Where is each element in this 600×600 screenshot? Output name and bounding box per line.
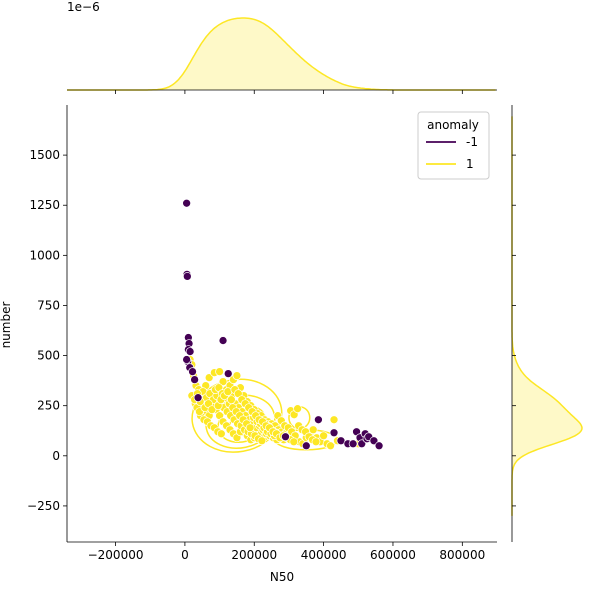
scatter-point [374, 441, 384, 451]
scatter-point [308, 425, 318, 435]
top-marginal-kde: 1e−6 [67, 0, 497, 94]
right-marginal-ticks [512, 154, 516, 507]
scatter-points [182, 198, 384, 451]
scatter-point [326, 441, 335, 451]
scatter-point [319, 431, 328, 441]
scatter-point [223, 369, 233, 378]
legend-frame [417, 111, 490, 180]
x-tick-label: 200000 [231, 548, 277, 562]
right-kde-line [511, 116, 583, 516]
y-tick-label: 250 [37, 399, 60, 413]
y-tick-label: 1000 [29, 248, 60, 262]
scatter-point [232, 371, 242, 380]
y-tick-label: 750 [37, 298, 60, 312]
legend: anomaly -1 1 [417, 111, 490, 180]
scatter-point [207, 405, 217, 415]
right-marginal-kde [511, 105, 583, 542]
scatter-point [182, 355, 191, 364]
scatter-point [329, 415, 339, 425]
scatter-point [204, 373, 214, 382]
x-tick-label: 800000 [439, 548, 485, 562]
x-axis-ticks: −200000 0 200000 400000 600000 800000 [88, 542, 485, 562]
scatter-point [311, 437, 321, 447]
top-marginal-scale-label: 1e−6 [67, 0, 100, 14]
right-kde-fill [512, 116, 582, 516]
scatter-point [185, 347, 195, 356]
scatter-point [293, 404, 302, 414]
x-tick-label: 400000 [301, 548, 347, 562]
legend-entry-label: 1 [466, 157, 474, 171]
x-tick-label: 0 [181, 548, 189, 562]
scatter-point [289, 437, 299, 447]
scatter-point [215, 367, 224, 376]
top-kde-fill [67, 18, 496, 90]
scatter-point [190, 375, 199, 384]
scatter-point [218, 377, 228, 386]
y-tick-label: −250 [27, 499, 60, 513]
scatter-point [357, 439, 367, 449]
y-tick-label: 500 [37, 349, 60, 363]
scatter-point [329, 428, 339, 438]
legend-entry-label: -1 [466, 135, 478, 149]
scatter-point [182, 198, 191, 208]
scatter-point [245, 423, 255, 433]
main-axes: −200000 0 200000 400000 600000 800000 −250 0 25… [0, 105, 497, 584]
y-tick-label: 1500 [29, 148, 60, 162]
y-tick-label: 1250 [29, 198, 60, 212]
legend-entries: -1 1 [426, 135, 478, 171]
y-axis-label: number [0, 302, 13, 349]
scatter-point [257, 436, 267, 446]
x-axis-label: N50 [270, 570, 294, 584]
scatter-point [369, 436, 379, 446]
x-tick-label: −200000 [88, 548, 144, 562]
scatter-point [314, 415, 323, 425]
scatter-point [193, 393, 203, 403]
x-tick-label: 600000 [370, 548, 416, 562]
y-axis-ticks: −250 0 250 500 750 1000 1250 1500 [27, 148, 67, 513]
scatter-point [301, 441, 311, 451]
legend-title: anomaly [427, 118, 479, 132]
scatter-point [182, 272, 192, 281]
scatter-point [188, 367, 197, 376]
scatter-point [348, 439, 358, 449]
y-tick-label: 0 [52, 449, 60, 463]
top-marginal-ticks [115, 90, 463, 94]
scatter-point [216, 429, 226, 439]
scatter-point [218, 336, 228, 345]
scatter-point [281, 432, 290, 442]
scatter-point [227, 395, 236, 405]
